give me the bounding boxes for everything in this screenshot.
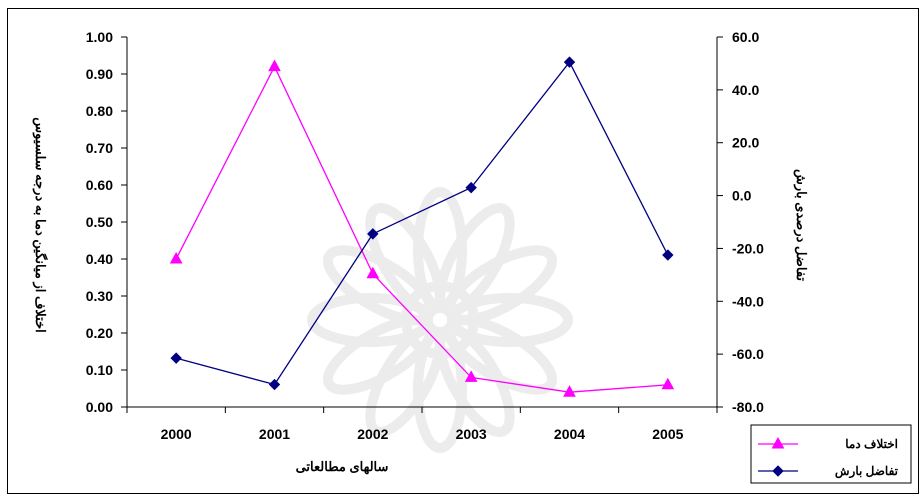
series-line: [175, 65, 668, 393]
x-axis-title: سالهای مطالعاتی: [296, 459, 389, 475]
legend-label: تفاضل بارش: [835, 464, 899, 479]
y-left-tick-label: 0.60: [86, 177, 113, 193]
y-right-tick-label: -40.0: [732, 293, 764, 309]
series-2: [170, 56, 674, 391]
data-point: [662, 249, 674, 261]
data-point: [464, 370, 478, 382]
data-point: [268, 378, 281, 391]
y-left-tick-label: 0.20: [86, 325, 113, 341]
x-tick-label: 2000: [161, 426, 192, 442]
y-right-tick-label: 0.0: [732, 188, 752, 204]
x-tick-label: 2003: [456, 426, 487, 442]
x-tick-label: 2001: [259, 426, 290, 442]
axes: 0.00 0.10 0.20 0.30 0.40 0.50 0.60 0.70 0.80 0.90…: [86, 29, 764, 442]
data-point: [169, 251, 183, 264]
y-right-tick-label: -20.0: [732, 240, 764, 256]
series-1: [169, 59, 675, 397]
legend: اختلاف دما تفاضل بارش: [750, 424, 912, 484]
y-left-tick-label: 0.70: [86, 140, 113, 156]
series-line: [175, 60, 669, 386]
y-left-tick-label: 0.00: [86, 399, 113, 415]
data-point: [563, 385, 576, 397]
x-tick-label: 2005: [652, 426, 683, 442]
watermark-logo: [307, 187, 573, 453]
y-right-tick-label: -60.0: [732, 346, 764, 362]
legend-label: اختلاف دما: [845, 437, 898, 451]
y-left-tick-label: 0.40: [86, 251, 113, 267]
y-left-tick-label: 0.90: [86, 66, 113, 82]
legend-marker: [771, 436, 785, 449]
y-right-tick-label: 20.0: [732, 135, 759, 151]
watermark-ring: [401, 281, 479, 359]
x-tick-label: 2004: [554, 426, 585, 442]
y-right-tick-label: 60.0: [732, 29, 759, 45]
y-left-tick-label: 0.50: [86, 214, 113, 230]
data-point: [563, 56, 576, 68]
x-tick-label: 2002: [357, 426, 388, 442]
y-left-tick-label: 0.10: [86, 362, 113, 378]
series-layer: [169, 56, 675, 397]
watermark-petal: [444, 245, 558, 325]
y-left-tick-label: 0.30: [86, 288, 113, 304]
data-point: [367, 228, 379, 240]
data-point: [465, 181, 477, 194]
data-point: [268, 59, 281, 72]
y-axis-left-title: اختلاف از میانگین دما به درجه سلسیوس: [32, 117, 49, 333]
data-point: [170, 352, 182, 364]
y-right-tick-label: 40.0: [732, 82, 759, 98]
legend-marker: [772, 465, 784, 477]
y-right-tick-label: -80.0: [732, 399, 764, 415]
data-point: [366, 266, 380, 279]
y-left-tick-label: 1.00: [86, 29, 113, 45]
y-left-tick-label: 0.80: [86, 103, 113, 119]
data-point: [661, 377, 675, 390]
y-axis-right-title: تفاضل درصدی بارش: [793, 169, 809, 281]
